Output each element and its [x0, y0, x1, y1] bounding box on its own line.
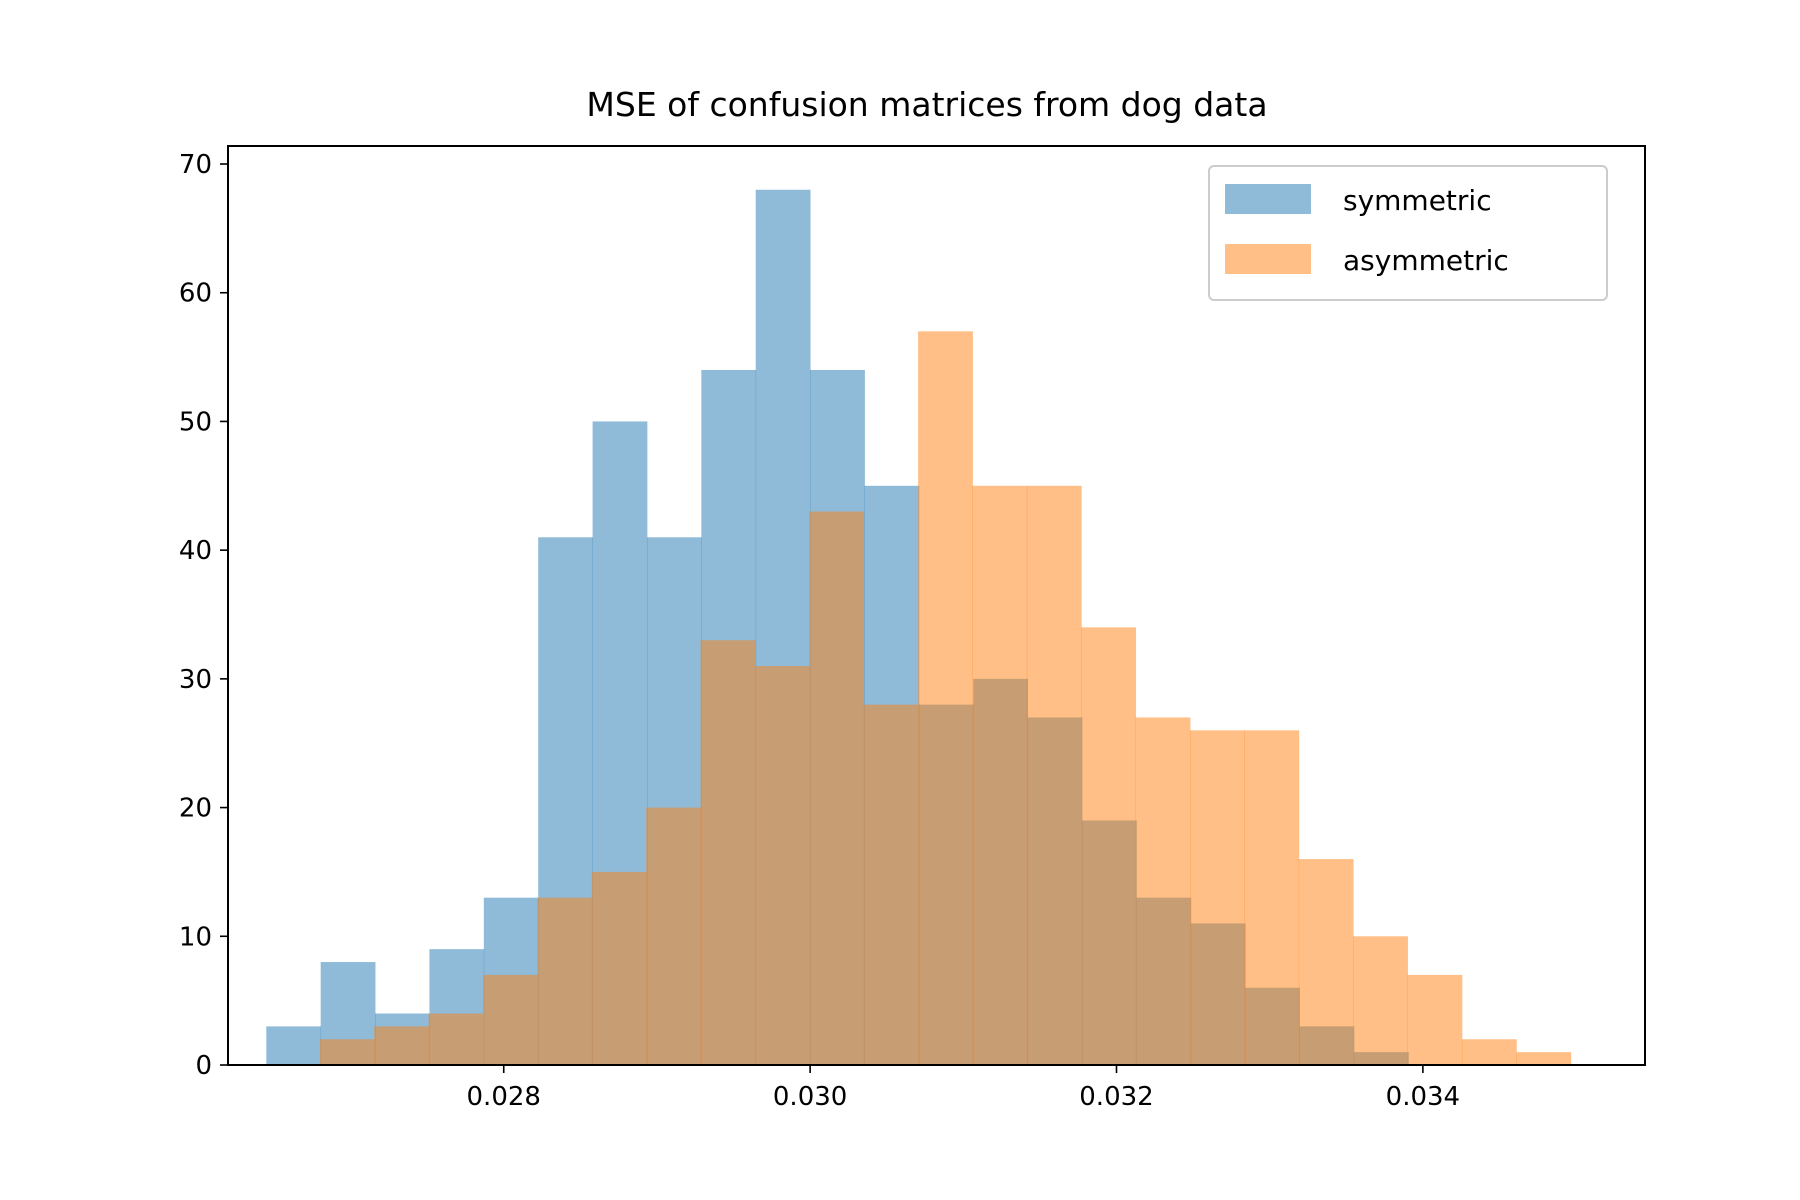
asymmetric-bar: [1516, 1052, 1572, 1065]
asymmetric-bar: [428, 1013, 484, 1065]
x-tick-label: 0.030: [773, 1082, 847, 1112]
asymmetric-bar: [1461, 1039, 1517, 1065]
asymmetric-bar: [809, 511, 865, 1065]
symmetric-legend-swatch: [1225, 184, 1311, 214]
asymmetric-bar: [1081, 627, 1137, 1065]
asymmetric-bar: [1244, 730, 1300, 1065]
asymmetric-legend-label: asymmetric: [1343, 244, 1509, 277]
asymmetric-bar: [972, 485, 1028, 1065]
x-tick-label: 0.034: [1386, 1082, 1460, 1112]
asymmetric-bar: [1407, 974, 1463, 1065]
axes-frame: [227, 145, 1646, 1066]
symmetric-legend-label: symmetric: [1343, 184, 1492, 217]
axis-ticks: 0.028 0.030 0.032 0.034 0 10 20 30 40 50 60 70: [179, 150, 1460, 1112]
histogram-bars: [266, 189, 1572, 1065]
asymmetric-bar: [1026, 485, 1082, 1065]
asymmetric-legend-swatch: [1225, 244, 1311, 274]
y-tick-label: 40: [179, 536, 212, 566]
x-tick-label: 0.032: [1079, 1082, 1153, 1112]
y-tick-label: 10: [179, 922, 212, 952]
asymmetric-bar: [863, 704, 919, 1065]
asymmetric-bar: [918, 331, 973, 1065]
y-tick-label: 30: [179, 665, 212, 695]
legend: symmetric asymmetric: [1208, 165, 1608, 301]
y-tick-label: 60: [179, 279, 212, 309]
asymmetric-bar: [646, 807, 701, 1065]
asymmetric-bar: [700, 640, 756, 1065]
y-tick-label: 20: [179, 794, 212, 824]
symmetric-bar: [266, 1026, 322, 1065]
asymmetric-bar: [591, 871, 647, 1065]
asymmetric-bar: [1135, 717, 1191, 1065]
asymmetric-bar: [319, 1039, 375, 1065]
asymmetric-series: [319, 331, 1572, 1065]
asymmetric-bar: [483, 974, 538, 1065]
chart-title: MSE of confusion matrices from dog data: [586, 85, 1267, 124]
asymmetric-bar: [374, 1026, 430, 1065]
y-tick-label: 50: [179, 407, 212, 437]
y-tick-label: 70: [179, 150, 212, 180]
asymmetric-bar: [1298, 859, 1354, 1065]
x-tick-label: 0.028: [467, 1082, 541, 1112]
asymmetric-bar: [1353, 936, 1408, 1065]
asymmetric-bar: [537, 897, 593, 1065]
asymmetric-bar: [1190, 730, 1245, 1065]
y-tick-label: 0: [195, 1051, 212, 1081]
asymmetric-bar: [754, 665, 810, 1065]
